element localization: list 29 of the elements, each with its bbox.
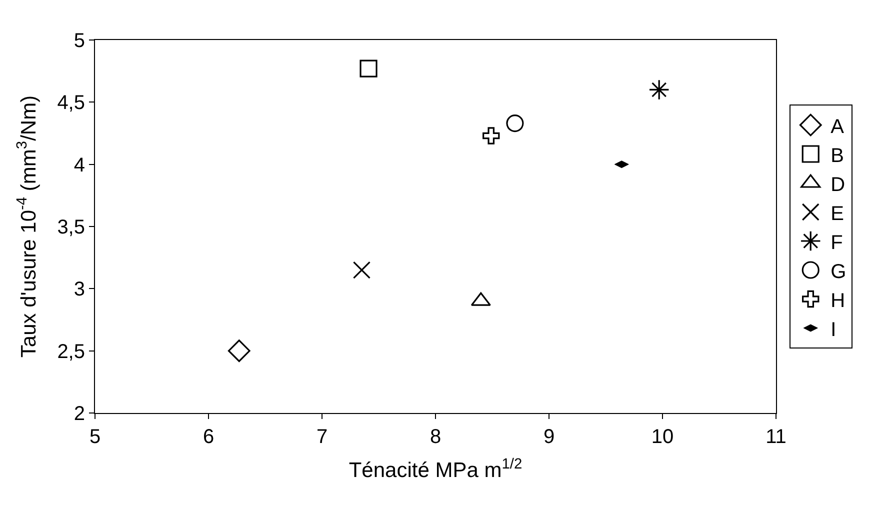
y-tick-label: 2,5	[57, 340, 85, 363]
y-tick-label: 3,5	[57, 216, 85, 238]
x-tick-label: 10	[651, 426, 674, 448]
legend-label: A	[830, 116, 845, 138]
legend-label: H	[830, 290, 846, 312]
x-tick-label: 5	[89, 426, 101, 448]
x-axis-title: Ténacité MPa m$^{1/2}$	[348, 456, 522, 482]
y-tick-label: 3	[74, 278, 85, 301]
legend-label: I	[830, 318, 836, 341]
y-tick-label: 2	[74, 403, 85, 425]
x-tick-label: 9	[543, 426, 555, 448]
point	[360, 60, 378, 78]
legend-label: G	[830, 260, 846, 283]
x-tick-label: 7	[316, 426, 328, 448]
point	[648, 79, 670, 100]
y-tick-label: 5	[74, 30, 85, 52]
point	[506, 114, 524, 132]
legend-label: E	[830, 202, 844, 225]
legend-label: F	[830, 232, 843, 254]
point	[482, 127, 500, 144]
legend-label: B	[830, 144, 844, 167]
point	[352, 261, 371, 279]
y-tick-label: 4,5	[57, 92, 85, 114]
x-tick-label: 6	[202, 426, 214, 448]
x-tick-label: 8	[430, 426, 442, 448]
point	[228, 340, 250, 362]
x-tick-label: 11	[766, 426, 786, 448]
legend-label: D	[830, 174, 846, 196]
y-tick-label: 4	[74, 154, 85, 176]
